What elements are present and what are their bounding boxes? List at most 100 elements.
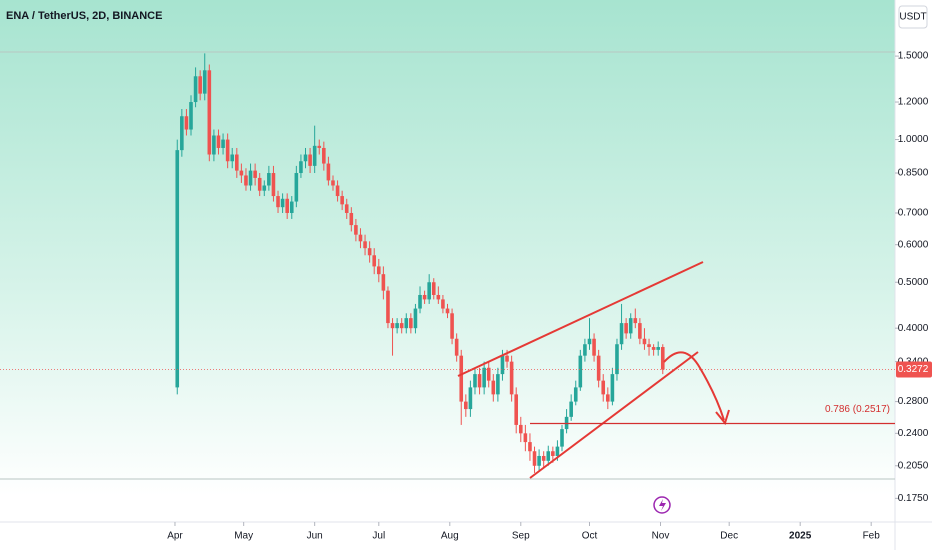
x-tick-label: Jul [372, 531, 385, 542]
y-tick-label: 0.6000 [898, 239, 929, 250]
candle-body [363, 241, 367, 249]
candle-body [180, 116, 184, 151]
candle-body [615, 344, 619, 375]
plot-background [0, 0, 895, 522]
candle-body [212, 135, 216, 155]
candle-body [207, 70, 212, 155]
candle-body [244, 175, 248, 186]
candle-body [514, 394, 519, 425]
candle-body [271, 173, 276, 197]
candles [175, 53, 665, 473]
candle-body [656, 347, 660, 350]
candle-body [642, 338, 647, 345]
trendline [529, 351, 699, 479]
candle-body [592, 338, 596, 356]
x-tick-label: Oct [582, 531, 598, 542]
candle-body [248, 170, 253, 186]
fib-label: 0.786 (0.2517) [825, 404, 890, 415]
x-tick-label: Jun [307, 531, 323, 542]
currency-box[interactable] [898, 5, 928, 29]
candle-body [486, 367, 491, 381]
candle-body [647, 344, 651, 348]
candle-body [459, 355, 464, 402]
candle-body [331, 180, 335, 186]
candle-body [500, 355, 505, 375]
candle-body [376, 266, 381, 275]
candle-body [230, 154, 235, 162]
chart-title: ENA / TetherUS, 2D, BINANCE [6, 10, 162, 22]
candle-body [464, 401, 468, 410]
candle-body [523, 433, 528, 443]
candle-body [509, 361, 514, 395]
candle-body [482, 367, 486, 388]
candle-body [175, 150, 180, 388]
candle-body [239, 170, 244, 176]
candle-body [358, 234, 363, 242]
candle-body [390, 323, 395, 329]
drawings [457, 261, 730, 479]
candle-body [257, 177, 262, 191]
x-tick-label: Aug [441, 531, 459, 542]
candle-body [496, 374, 500, 395]
y-tick-label: 1.2000 [898, 97, 929, 108]
candle-body [312, 145, 317, 166]
candle-body [253, 170, 257, 178]
x-tick-label: 2025 [789, 531, 812, 542]
candle-body [518, 424, 523, 434]
candle-body [267, 173, 271, 186]
candle-body [551, 451, 555, 456]
candle-body [216, 135, 221, 148]
candle-body [381, 274, 386, 291]
candle-body [638, 323, 642, 339]
candle-body [624, 323, 628, 334]
candle-body [445, 308, 450, 314]
candle-body [326, 163, 331, 181]
candle-body [441, 299, 445, 309]
candle-body [541, 455, 546, 461]
candle-body [322, 147, 326, 164]
candle-body [386, 290, 390, 324]
candle-body [294, 173, 299, 202]
y-tick-label: 1.5000 [898, 51, 929, 62]
y-tick-label: 0.2800 [898, 396, 929, 407]
y-tick-label: 0.8500 [898, 168, 929, 179]
candle-body [235, 154, 239, 171]
candle-body [285, 198, 289, 213]
candle-body [299, 161, 303, 174]
candle-body [578, 355, 583, 388]
event-icon[interactable] [659, 499, 666, 511]
candle-body [431, 282, 436, 295]
candle-body [560, 429, 564, 447]
candle-body [262, 185, 267, 191]
candle-body [335, 185, 340, 197]
candle-body [450, 313, 454, 339]
candle-body [628, 318, 633, 334]
candle-body [399, 323, 404, 329]
event-icon[interactable] [653, 496, 671, 514]
candle-body [555, 446, 560, 456]
candle-body [344, 204, 349, 213]
y-tick-label: 0.1750 [898, 493, 929, 504]
y-tick-label: 0.2400 [898, 428, 929, 439]
candle-body [546, 451, 551, 461]
candle-body [606, 394, 610, 402]
x-tick-label: Feb [863, 531, 881, 542]
candle-body [528, 442, 532, 452]
candle-body [436, 294, 441, 300]
candle-body [633, 318, 638, 324]
x-tick-label: Sep [512, 531, 530, 542]
y-tick-label: 0.7000 [898, 208, 929, 219]
candle-body [619, 323, 624, 345]
candle-body [660, 347, 665, 370]
candle-body [303, 154, 308, 162]
candle-body [532, 451, 537, 466]
candle-body [276, 196, 280, 208]
candle-body [317, 145, 322, 148]
arrow [663, 351, 725, 421]
time-axis [0, 522, 932, 550]
candle-body [601, 380, 606, 395]
candle-body [189, 102, 193, 130]
candle-body [349, 212, 354, 226]
candle-body [596, 355, 601, 381]
